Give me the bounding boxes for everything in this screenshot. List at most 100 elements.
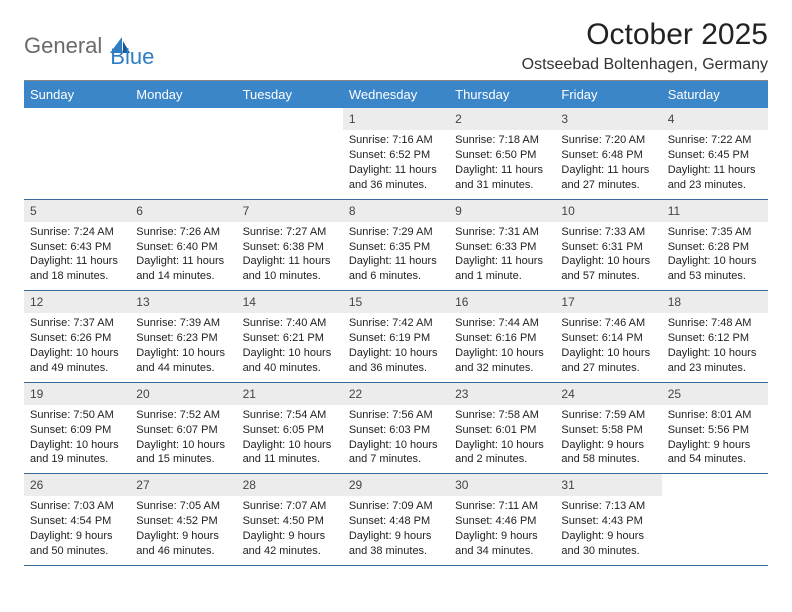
daylight-line: and 58 minutes. bbox=[561, 452, 655, 467]
day-body: Sunrise: 7:56 AMSunset: 6:03 PMDaylight:… bbox=[343, 405, 449, 473]
daylight-line: Daylight: 10 hours bbox=[243, 438, 337, 453]
weekday-header: Monday bbox=[130, 81, 236, 108]
daylight-line: and 32 minutes. bbox=[455, 361, 549, 376]
day-cell: 8Sunrise: 7:29 AMSunset: 6:35 PMDaylight… bbox=[343, 200, 449, 291]
day-cell: 11Sunrise: 7:35 AMSunset: 6:28 PMDayligh… bbox=[662, 200, 768, 291]
daylight-line: and 49 minutes. bbox=[30, 361, 124, 376]
day-body: Sunrise: 7:31 AMSunset: 6:33 PMDaylight:… bbox=[449, 222, 555, 290]
day-number: 21 bbox=[237, 383, 343, 405]
sunrise-line: Sunrise: 7:37 AM bbox=[30, 316, 124, 331]
day-body: Sunrise: 7:50 AMSunset: 6:09 PMDaylight:… bbox=[24, 405, 130, 473]
daylight-line: Daylight: 9 hours bbox=[136, 529, 230, 544]
title-block: October 2025 Ostseebad Boltenhagen, Germ… bbox=[522, 18, 768, 74]
daylight-line: Daylight: 10 hours bbox=[349, 438, 443, 453]
daylight-line: Daylight: 10 hours bbox=[30, 438, 124, 453]
day-number: 14 bbox=[237, 291, 343, 313]
sunset-line: Sunset: 4:52 PM bbox=[136, 514, 230, 529]
day-body: Sunrise: 7:05 AMSunset: 4:52 PMDaylight:… bbox=[130, 496, 236, 564]
header: General Blue October 2025 Ostseebad Bolt… bbox=[24, 18, 768, 74]
sunset-line: Sunset: 4:46 PM bbox=[455, 514, 549, 529]
day-cell: 23Sunrise: 7:58 AMSunset: 6:01 PMDayligh… bbox=[449, 383, 555, 474]
week-row: 19Sunrise: 7:50 AMSunset: 6:09 PMDayligh… bbox=[24, 383, 768, 475]
day-number: 6 bbox=[130, 200, 236, 222]
sunrise-line: Sunrise: 7:16 AM bbox=[349, 133, 443, 148]
day-cell: 14Sunrise: 7:40 AMSunset: 6:21 PMDayligh… bbox=[237, 291, 343, 382]
daylight-line: and 18 minutes. bbox=[30, 269, 124, 284]
sunset-line: Sunset: 5:56 PM bbox=[668, 423, 762, 438]
day-number: 11 bbox=[662, 200, 768, 222]
day-body: Sunrise: 7:54 AMSunset: 6:05 PMDaylight:… bbox=[237, 405, 343, 473]
sunrise-line: Sunrise: 8:01 AM bbox=[668, 408, 762, 423]
sunrise-line: Sunrise: 7:26 AM bbox=[136, 225, 230, 240]
day-number: 15 bbox=[343, 291, 449, 313]
day-number: 1 bbox=[343, 108, 449, 130]
day-number: 29 bbox=[343, 474, 449, 496]
weekday-header: Wednesday bbox=[343, 81, 449, 108]
day-cell: 13Sunrise: 7:39 AMSunset: 6:23 PMDayligh… bbox=[130, 291, 236, 382]
day-body: Sunrise: 7:33 AMSunset: 6:31 PMDaylight:… bbox=[555, 222, 661, 290]
day-number: 12 bbox=[24, 291, 130, 313]
weekday-header: Friday bbox=[555, 81, 661, 108]
daylight-line: and 54 minutes. bbox=[668, 452, 762, 467]
sunset-line: Sunset: 6:33 PM bbox=[455, 240, 549, 255]
day-body: Sunrise: 7:44 AMSunset: 6:16 PMDaylight:… bbox=[449, 313, 555, 381]
day-body: Sunrise: 7:58 AMSunset: 6:01 PMDaylight:… bbox=[449, 405, 555, 473]
day-cell: 22Sunrise: 7:56 AMSunset: 6:03 PMDayligh… bbox=[343, 383, 449, 474]
sunrise-line: Sunrise: 7:11 AM bbox=[455, 499, 549, 514]
daylight-line: and 10 minutes. bbox=[243, 269, 337, 284]
day-body: Sunrise: 7:07 AMSunset: 4:50 PMDaylight:… bbox=[237, 496, 343, 564]
day-body: Sunrise: 7:52 AMSunset: 6:07 PMDaylight:… bbox=[130, 405, 236, 473]
day-number: 27 bbox=[130, 474, 236, 496]
sunrise-line: Sunrise: 7:20 AM bbox=[561, 133, 655, 148]
daylight-line: and 44 minutes. bbox=[136, 361, 230, 376]
day-number: 7 bbox=[237, 200, 343, 222]
day-cell: 3Sunrise: 7:20 AMSunset: 6:48 PMDaylight… bbox=[555, 108, 661, 199]
day-number: 23 bbox=[449, 383, 555, 405]
daylight-line: Daylight: 9 hours bbox=[561, 529, 655, 544]
daylight-line: and 15 minutes. bbox=[136, 452, 230, 467]
weekday-header-row: Sunday Monday Tuesday Wednesday Thursday… bbox=[24, 81, 768, 108]
sunrise-line: Sunrise: 7:03 AM bbox=[30, 499, 124, 514]
sunrise-line: Sunrise: 7:46 AM bbox=[561, 316, 655, 331]
day-body: Sunrise: 7:59 AMSunset: 5:58 PMDaylight:… bbox=[555, 405, 661, 473]
day-cell: 28Sunrise: 7:07 AMSunset: 4:50 PMDayligh… bbox=[237, 474, 343, 565]
day-number: 8 bbox=[343, 200, 449, 222]
sunrise-line: Sunrise: 7:18 AM bbox=[455, 133, 549, 148]
day-cell: 26Sunrise: 7:03 AMSunset: 4:54 PMDayligh… bbox=[24, 474, 130, 565]
day-cell: 27Sunrise: 7:05 AMSunset: 4:52 PMDayligh… bbox=[130, 474, 236, 565]
sunset-line: Sunset: 6:45 PM bbox=[668, 148, 762, 163]
sunset-line: Sunset: 6:09 PM bbox=[30, 423, 124, 438]
daylight-line: Daylight: 9 hours bbox=[349, 529, 443, 544]
daylight-line: and 27 minutes. bbox=[561, 178, 655, 193]
day-body: Sunrise: 7:37 AMSunset: 6:26 PMDaylight:… bbox=[24, 313, 130, 381]
day-cell: 9Sunrise: 7:31 AMSunset: 6:33 PMDaylight… bbox=[449, 200, 555, 291]
day-number: 10 bbox=[555, 200, 661, 222]
daylight-line: Daylight: 11 hours bbox=[561, 163, 655, 178]
daylight-line: and 7 minutes. bbox=[349, 452, 443, 467]
daylight-line: and 6 minutes. bbox=[349, 269, 443, 284]
day-cell: 7Sunrise: 7:27 AMSunset: 6:38 PMDaylight… bbox=[237, 200, 343, 291]
daylight-line: Daylight: 11 hours bbox=[349, 163, 443, 178]
daylight-line: and 11 minutes. bbox=[243, 452, 337, 467]
daylight-line: and 38 minutes. bbox=[349, 544, 443, 559]
sunrise-line: Sunrise: 7:35 AM bbox=[668, 225, 762, 240]
daylight-line: and 40 minutes. bbox=[243, 361, 337, 376]
day-body: Sunrise: 7:42 AMSunset: 6:19 PMDaylight:… bbox=[343, 313, 449, 381]
weekday-header: Saturday bbox=[662, 81, 768, 108]
daylight-line: Daylight: 9 hours bbox=[561, 438, 655, 453]
week-row: 12Sunrise: 7:37 AMSunset: 6:26 PMDayligh… bbox=[24, 291, 768, 383]
day-body: Sunrise: 7:35 AMSunset: 6:28 PMDaylight:… bbox=[662, 222, 768, 290]
daylight-line: and 34 minutes. bbox=[455, 544, 549, 559]
daylight-line: Daylight: 9 hours bbox=[668, 438, 762, 453]
day-body: Sunrise: 7:46 AMSunset: 6:14 PMDaylight:… bbox=[555, 313, 661, 381]
daylight-line: Daylight: 10 hours bbox=[136, 438, 230, 453]
day-cell: 5Sunrise: 7:24 AMSunset: 6:43 PMDaylight… bbox=[24, 200, 130, 291]
day-body: Sunrise: 7:03 AMSunset: 4:54 PMDaylight:… bbox=[24, 496, 130, 564]
sunrise-line: Sunrise: 7:27 AM bbox=[243, 225, 337, 240]
sunset-line: Sunset: 6:19 PM bbox=[349, 331, 443, 346]
day-cell bbox=[24, 108, 130, 199]
day-cell: 15Sunrise: 7:42 AMSunset: 6:19 PMDayligh… bbox=[343, 291, 449, 382]
day-number: 24 bbox=[555, 383, 661, 405]
day-body: Sunrise: 7:20 AMSunset: 6:48 PMDaylight:… bbox=[555, 130, 661, 198]
day-number: 31 bbox=[555, 474, 661, 496]
